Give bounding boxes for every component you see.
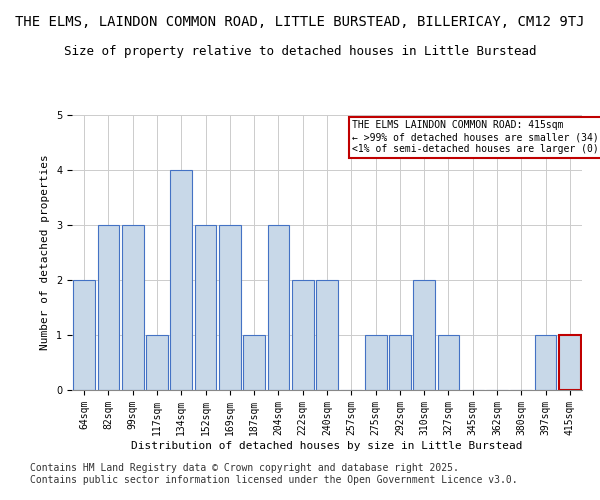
Text: THE ELMS, LAINDON COMMON ROAD, LITTLE BURSTEAD, BILLERICAY, CM12 9TJ: THE ELMS, LAINDON COMMON ROAD, LITTLE BU… [15, 15, 585, 29]
Bar [268, 225, 289, 390]
Bar [170, 170, 192, 390]
X-axis label: Distribution of detached houses by size in Little Burstead: Distribution of detached houses by size … [131, 440, 523, 450]
Bar [73, 280, 95, 390]
Bar [146, 335, 168, 390]
Text: Size of property relative to detached houses in Little Burstead: Size of property relative to detached ho… [64, 45, 536, 58]
Bar [243, 335, 265, 390]
Text: THE ELMS LAINDON COMMON ROAD: 415sqm
← >99% of detached houses are smaller (34)
: THE ELMS LAINDON COMMON ROAD: 415sqm ← >… [353, 120, 600, 154]
Bar [413, 280, 435, 390]
Y-axis label: Number of detached properties: Number of detached properties [40, 154, 50, 350]
Bar [316, 280, 338, 390]
Bar [292, 280, 314, 390]
Bar [389, 335, 411, 390]
Bar [97, 225, 119, 390]
Bar [219, 225, 241, 390]
Bar [365, 335, 386, 390]
Bar [559, 335, 581, 390]
Bar [535, 335, 556, 390]
Text: Contains HM Land Registry data © Crown copyright and database right 2025.
Contai: Contains HM Land Registry data © Crown c… [30, 464, 518, 485]
Bar [194, 225, 217, 390]
Bar [122, 225, 143, 390]
Bar [437, 335, 460, 390]
